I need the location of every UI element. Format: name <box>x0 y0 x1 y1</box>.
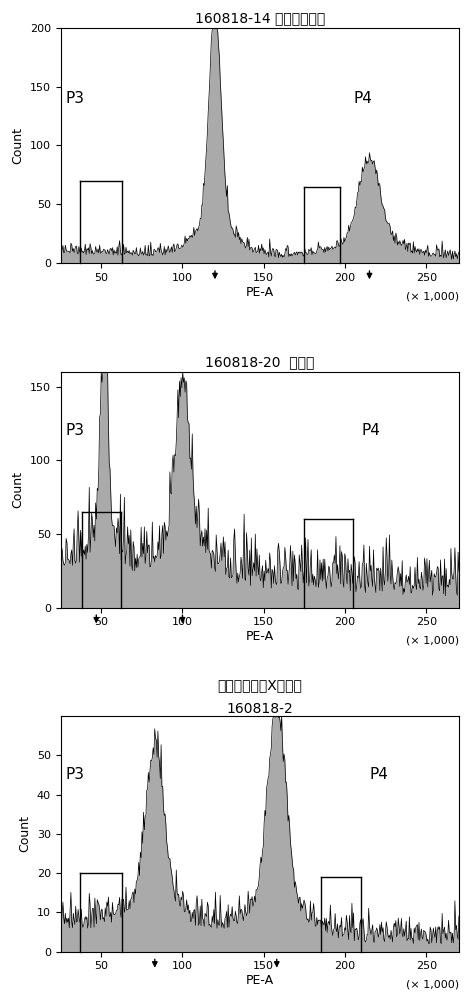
Text: 埃塞俄比亚芥X小白菜: 埃塞俄比亚芥X小白菜 <box>217 678 302 692</box>
Title: 160818-2: 160818-2 <box>227 702 293 716</box>
Title: 160818-20  小白菜: 160818-20 小白菜 <box>205 355 314 369</box>
Text: (× 1,000): (× 1,000) <box>406 636 459 646</box>
Y-axis label: Count: Count <box>11 127 24 164</box>
X-axis label: PE-A: PE-A <box>246 286 274 299</box>
Text: P4: P4 <box>353 91 372 106</box>
Text: P4: P4 <box>369 767 388 782</box>
Y-axis label: Count: Count <box>18 815 31 852</box>
Text: (× 1,000): (× 1,000) <box>406 980 459 990</box>
X-axis label: PE-A: PE-A <box>246 974 274 987</box>
Text: P3: P3 <box>65 91 85 106</box>
Text: P3: P3 <box>65 767 85 782</box>
Text: P4: P4 <box>361 423 380 438</box>
Text: (× 1,000): (× 1,000) <box>406 292 459 302</box>
X-axis label: PE-A: PE-A <box>246 630 274 643</box>
Y-axis label: Count: Count <box>11 471 24 508</box>
Title: 160818-14 埃塞俄比亚芥: 160818-14 埃塞俄比亚芥 <box>195 11 325 25</box>
Text: P3: P3 <box>65 423 85 438</box>
